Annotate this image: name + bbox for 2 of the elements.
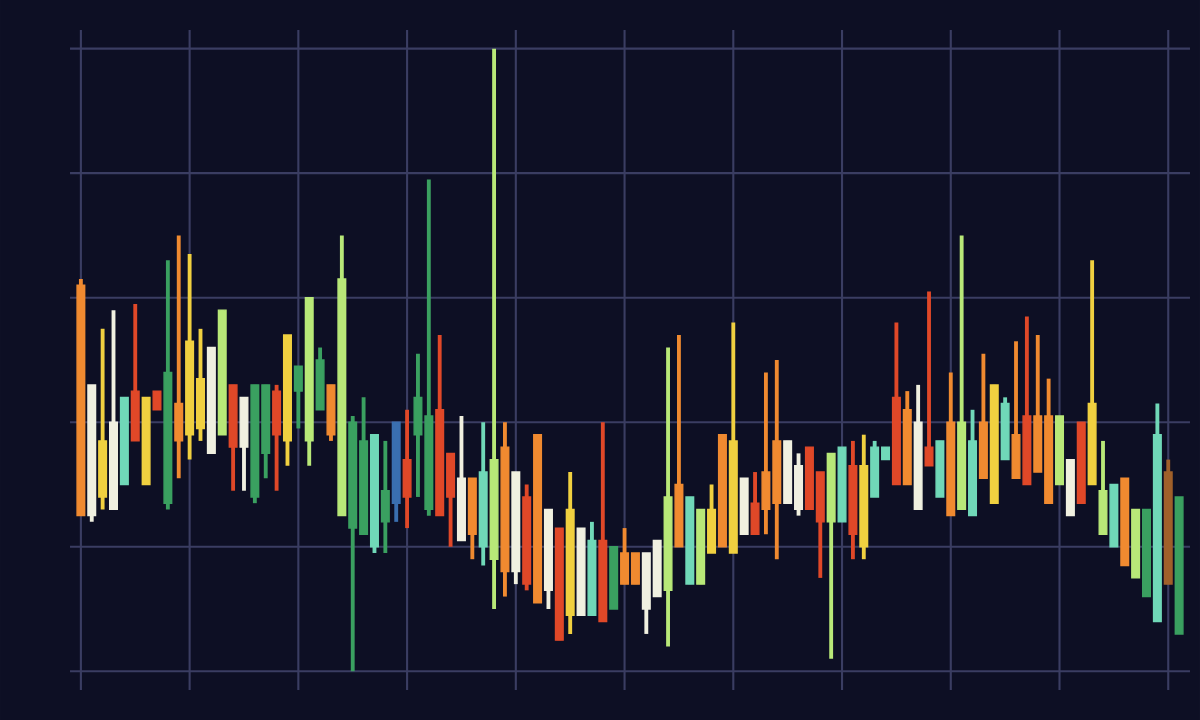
candlestick bbox=[152, 390, 162, 411]
candlestick bbox=[924, 291, 934, 467]
